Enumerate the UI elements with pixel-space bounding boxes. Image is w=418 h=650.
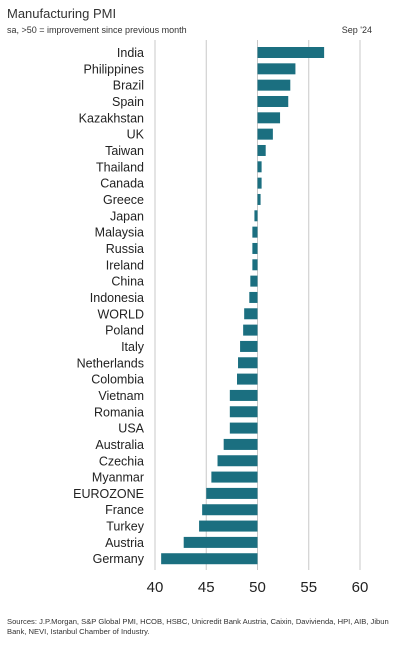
category-label: Turkey xyxy=(106,520,144,534)
category-label: China xyxy=(111,275,144,289)
bar xyxy=(257,112,281,124)
bar xyxy=(257,47,325,58)
bar xyxy=(229,422,258,434)
bar xyxy=(202,504,258,516)
category-label: Italy xyxy=(121,340,145,354)
bar xyxy=(238,357,258,369)
category-label: Austria xyxy=(105,536,144,550)
bar xyxy=(199,520,258,532)
bar xyxy=(243,324,258,336)
category-label: Spain xyxy=(112,95,144,109)
bar xyxy=(240,340,258,352)
bar xyxy=(183,536,258,548)
category-label: Taiwan xyxy=(105,144,144,158)
x-axis-ticks: 40 45 50 55 60 xyxy=(147,579,369,596)
source-note: Sources: J.P.Morgan, S&P Global PMI, HCO… xyxy=(7,617,389,636)
x-tick-label: 60 xyxy=(352,579,369,596)
bar xyxy=(252,226,258,238)
category-label: Indonesia xyxy=(90,291,144,305)
category-label: Germany xyxy=(93,552,145,566)
category-label: Japan xyxy=(110,209,144,223)
x-tick-label: 40 xyxy=(147,579,164,596)
category-label: Malaysia xyxy=(95,226,144,240)
bar xyxy=(257,63,296,75)
category-label: Philippines xyxy=(84,62,144,76)
bar xyxy=(217,455,258,467)
bar xyxy=(257,128,273,140)
category-label: Greece xyxy=(103,193,144,207)
bar xyxy=(257,193,261,205)
category-label: Poland xyxy=(105,324,144,338)
bars xyxy=(161,47,325,565)
bar xyxy=(244,308,258,320)
category-label: France xyxy=(105,503,144,517)
category-label: Russia xyxy=(106,242,144,256)
bar xyxy=(229,406,258,418)
category-label: EUROZONE xyxy=(73,487,144,501)
category-label: Vietnam xyxy=(98,389,144,403)
category-label: Ireland xyxy=(106,258,144,272)
category-label: Netherlands xyxy=(77,356,144,370)
category-label: Australia xyxy=(95,438,144,452)
chart-date: Sep '24 xyxy=(341,25,372,35)
category-labels: India Philippines Brazil Spain Kazakhstan UK T… xyxy=(73,46,145,566)
category-label: Myanmar xyxy=(92,471,144,485)
bar xyxy=(252,259,258,271)
category-label: Kazakhstan xyxy=(79,111,144,125)
bar xyxy=(211,471,258,483)
category-label: Romania xyxy=(94,405,144,419)
bar-chart: India Philippines Brazil Spain Kazakhstan UK T… xyxy=(73,40,369,596)
x-tick-label: 45 xyxy=(198,579,215,596)
bar xyxy=(250,275,258,287)
chart-subtitle: sa, >50 = improvement since previous mon… xyxy=(7,25,187,35)
category-label: WORLD xyxy=(97,307,144,321)
category-label: UK xyxy=(127,128,145,142)
bar xyxy=(161,553,258,565)
category-label: Thailand xyxy=(96,160,144,174)
bar xyxy=(257,144,266,156)
bar xyxy=(257,95,289,107)
bar xyxy=(229,389,258,401)
x-tick-label: 55 xyxy=(300,579,317,596)
bar xyxy=(257,161,262,173)
category-label: India xyxy=(117,46,144,60)
chart-title: Manufacturing PMI xyxy=(7,6,117,21)
category-label: Canada xyxy=(100,177,144,191)
bar xyxy=(249,291,258,303)
bar xyxy=(206,487,258,499)
x-tick-label: 50 xyxy=(249,579,266,596)
bar xyxy=(252,242,258,254)
bar xyxy=(257,79,291,91)
bar xyxy=(254,210,258,222)
category-label: USA xyxy=(118,422,144,436)
category-label: Czechia xyxy=(99,454,144,468)
category-label: Brazil xyxy=(113,79,144,93)
bar xyxy=(223,438,258,450)
bar xyxy=(257,177,262,189)
category-label: Colombia xyxy=(91,373,144,387)
bar xyxy=(237,373,258,385)
